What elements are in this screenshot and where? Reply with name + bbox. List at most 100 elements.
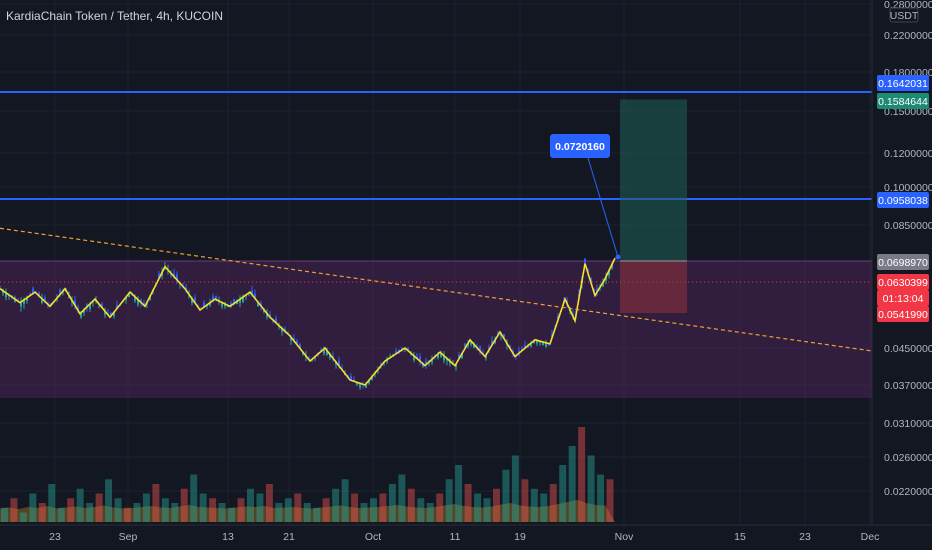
support-zone: [0, 260, 872, 398]
volume-bar: [1, 507, 8, 522]
volume-bar: [218, 503, 226, 522]
candle-body: [275, 318, 277, 323]
candle-body: [266, 313, 268, 317]
time-tick-label: 13: [222, 531, 234, 543]
candle-body: [608, 270, 610, 276]
candle-body: [290, 337, 292, 341]
time-tick-label: Oct: [365, 531, 381, 543]
candle-body: [338, 360, 340, 366]
volume-bar: [105, 479, 113, 522]
callout-pointer: [587, 157, 619, 258]
candle-body: [20, 301, 22, 307]
candle-body: [521, 348, 523, 351]
descending-trendline[interactable]: [0, 227, 873, 352]
volume-bar: [445, 479, 453, 522]
price-tags: 0.1642031 0.1584644 0.0958038 0.0698970 0.06…: [877, 75, 929, 322]
volume-bar: [511, 455, 519, 522]
long-position-tool[interactable]: [620, 99, 687, 313]
support-zone-rect: [0, 261, 872, 398]
price-tag-bg: [877, 254, 929, 270]
volume-bar: [379, 493, 387, 522]
time-tick-label: 21: [283, 531, 295, 543]
price-tick-label: 0.0370000: [884, 380, 932, 392]
candle-body: [431, 359, 433, 363]
price-tick-label: 0.2800000: [884, 0, 932, 11]
callout-box: [550, 134, 610, 158]
volume-bar: [19, 512, 27, 522]
candle-body: [329, 353, 331, 358]
candle-body: [134, 296, 136, 301]
candle-body: [254, 293, 256, 299]
candle-body: [398, 349, 400, 352]
chart-title: KardiaChain Token / Tether, 4h, KUCOIN: [6, 9, 224, 23]
candle-body: [470, 340, 472, 345]
volume-bar: [152, 484, 160, 522]
candle-body: [509, 345, 511, 348]
candle-body: [242, 296, 244, 302]
candle-body: [443, 355, 445, 361]
candle-body: [158, 273, 160, 278]
time-tick-label: Dec: [861, 531, 880, 543]
volume-bar: [275, 503, 283, 522]
volume-bar: [606, 479, 614, 522]
candle-body: [461, 353, 463, 358]
volume-bar: [483, 498, 491, 522]
price-tag-label: 01:13:04: [883, 293, 924, 305]
volume-bar: [10, 498, 18, 522]
volume-bar: [587, 455, 595, 522]
candle-body: [83, 309, 85, 313]
candle-body: [530, 343, 532, 347]
candle-body: [173, 273, 175, 277]
volume-bar: [209, 498, 217, 522]
candle-body: [503, 334, 505, 339]
volume-bar: [493, 488, 500, 522]
volume-bar: [455, 465, 463, 522]
time-tick-label: Sep: [119, 531, 138, 543]
volume-bar: [417, 498, 425, 522]
price-tag-label: 0.0630399: [878, 277, 928, 289]
candle-body: [455, 363, 457, 368]
time-tick-label: 23: [799, 531, 811, 543]
candle-body: [293, 338, 295, 341]
candle-body: [368, 379, 370, 384]
candle-body: [359, 383, 361, 388]
candle-body: [236, 301, 238, 305]
price-tag-label: 0.1584644: [878, 96, 928, 108]
candle-body: [209, 302, 211, 306]
volume-bar: [142, 493, 150, 522]
volume-bar: [76, 488, 84, 522]
candle-body: [473, 344, 475, 349]
horizontal-levels[interactable]: [0, 91, 872, 200]
candle-body: [365, 383, 367, 388]
volume-bar: [199, 493, 207, 522]
volume-bar: [540, 493, 548, 522]
volume-bar: [464, 484, 472, 522]
candle-body: [128, 293, 130, 298]
volume-bars: [0, 427, 615, 522]
candle-body: [32, 288, 34, 294]
volume-bar: [95, 493, 103, 522]
candle-body: [542, 341, 544, 346]
candle-body: [449, 361, 451, 364]
time-tick-label: Nov: [615, 531, 634, 543]
price-tick-label: 0.0260000: [884, 452, 932, 464]
candle-body: [191, 298, 193, 304]
candle-body: [221, 302, 223, 307]
price-tick-label: 0.1200000: [884, 148, 932, 160]
price-tag-label: 0.0958038: [878, 195, 928, 207]
volume-bar: [161, 498, 169, 522]
candle-body: [215, 296, 217, 300]
currency-label: USDT: [890, 10, 919, 22]
candle-body: [464, 343, 466, 348]
volume-bar: [521, 479, 529, 522]
volume-bar: [114, 498, 122, 522]
price-tag-label: 0.0698970: [878, 257, 928, 269]
volume-bar: [228, 507, 236, 522]
zigzag-line: [0, 257, 616, 386]
candle-body: [296, 340, 298, 345]
time-tick-label: 23: [49, 531, 61, 543]
candle-body: [401, 347, 403, 350]
time-axis[interactable]: 23 Sep 13 21 Oct 11 19 Nov 15 23 Dec: [0, 524, 932, 543]
price-callout[interactable]: 0.0720160: [550, 134, 621, 260]
